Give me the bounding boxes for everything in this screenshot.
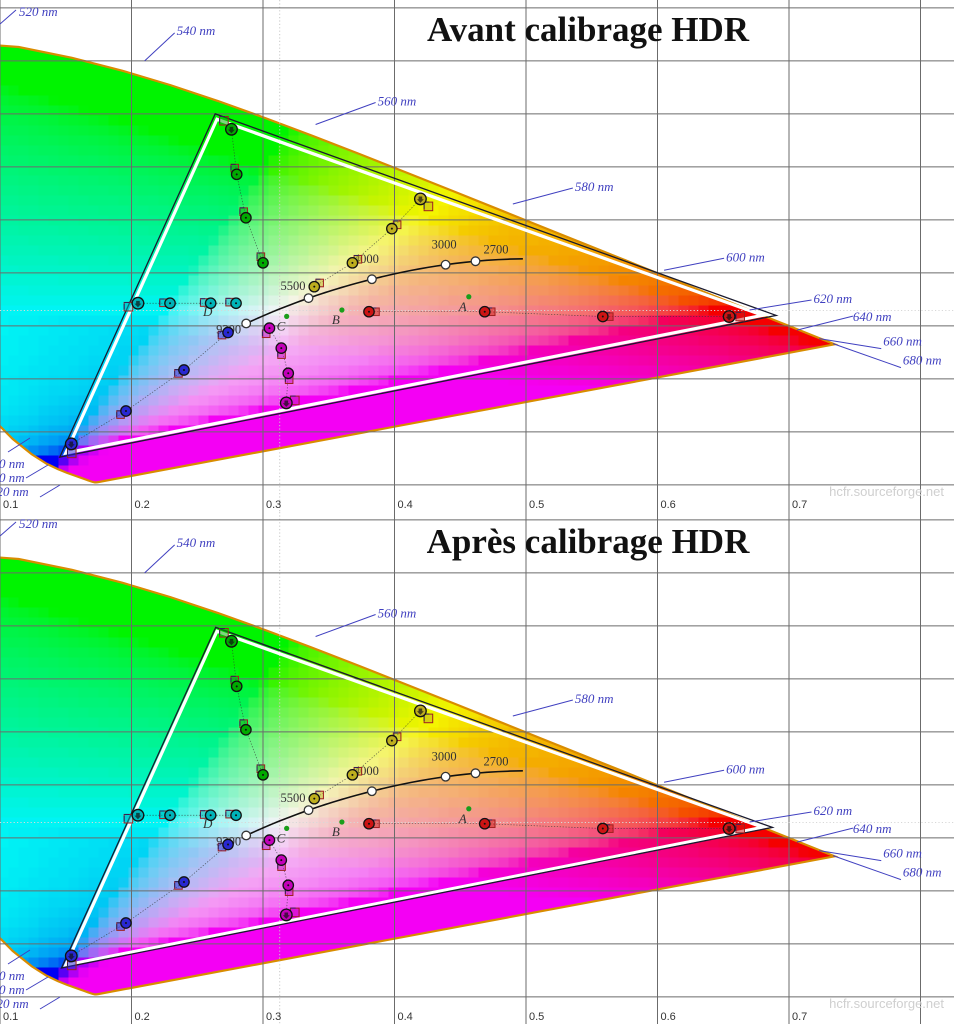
svg-text:480 nm: 480 nm: [0, 456, 25, 471]
svg-text:0.2: 0.2: [135, 1011, 150, 1023]
svg-text:680 nm: 680 nm: [903, 353, 942, 368]
svg-text:460 nm: 460 nm: [0, 470, 25, 485]
svg-text:620 nm: 620 nm: [814, 291, 853, 306]
svg-text:0.1: 0.1: [3, 499, 18, 511]
svg-text:hcfr.sourceforge.net: hcfr.sourceforge.net: [829, 996, 944, 1011]
svg-text:C: C: [277, 318, 286, 333]
svg-text:2700: 2700: [484, 242, 509, 256]
svg-text:3000: 3000: [432, 750, 457, 764]
svg-text:B: B: [332, 312, 340, 327]
svg-text:540 nm: 540 nm: [177, 535, 216, 550]
svg-text:620 nm: 620 nm: [814, 803, 853, 818]
svg-text:hcfr.sourceforge.net: hcfr.sourceforge.net: [829, 484, 944, 499]
svg-text:420 nm: 420 nm: [0, 484, 29, 499]
svg-text:0.3: 0.3: [266, 1011, 281, 1023]
svg-text:0.2: 0.2: [135, 499, 150, 511]
svg-text:640 nm: 640 nm: [853, 309, 892, 324]
svg-text:0.6: 0.6: [661, 499, 676, 511]
svg-text:660 nm: 660 nm: [883, 334, 922, 349]
svg-text:0.5: 0.5: [529, 499, 544, 511]
svg-text:580 nm: 580 nm: [575, 179, 614, 194]
svg-text:0.4: 0.4: [398, 1011, 413, 1023]
svg-text:680 nm: 680 nm: [903, 865, 942, 880]
svg-text:560 nm: 560 nm: [378, 606, 417, 621]
svg-text:600 nm: 600 nm: [726, 249, 765, 264]
svg-text:0.1: 0.1: [3, 1011, 18, 1023]
svg-text:560 nm: 560 nm: [378, 94, 417, 109]
svg-text:0.5: 0.5: [529, 1011, 544, 1023]
svg-text:640 nm: 640 nm: [853, 821, 892, 836]
svg-text:0.3: 0.3: [266, 499, 281, 511]
svg-text:5500: 5500: [281, 791, 306, 805]
svg-text:Après calibrage HDR: Après calibrage HDR: [427, 522, 750, 561]
svg-text:5500: 5500: [281, 279, 306, 293]
svg-text:460 nm: 460 nm: [0, 982, 25, 997]
svg-text:540 nm: 540 nm: [177, 23, 216, 38]
svg-text:0.7: 0.7: [792, 1011, 807, 1023]
svg-text:0.4: 0.4: [398, 499, 413, 511]
svg-text:3000: 3000: [432, 238, 457, 252]
svg-text:B: B: [332, 824, 340, 839]
svg-text:Avant calibrage HDR: Avant calibrage HDR: [427, 10, 750, 49]
svg-text:660 nm: 660 nm: [883, 846, 922, 861]
svg-text:2700: 2700: [484, 754, 509, 768]
svg-text:580 nm: 580 nm: [575, 691, 614, 706]
svg-text:600 nm: 600 nm: [726, 761, 765, 776]
svg-text:480 nm: 480 nm: [0, 968, 25, 983]
svg-text:0.7: 0.7: [792, 499, 807, 511]
svg-text:C: C: [277, 830, 286, 845]
svg-text:520 nm: 520 nm: [19, 4, 58, 19]
svg-text:420 nm: 420 nm: [0, 996, 29, 1011]
svg-text:520 nm: 520 nm: [19, 516, 58, 531]
svg-text:0.6: 0.6: [661, 1011, 676, 1023]
